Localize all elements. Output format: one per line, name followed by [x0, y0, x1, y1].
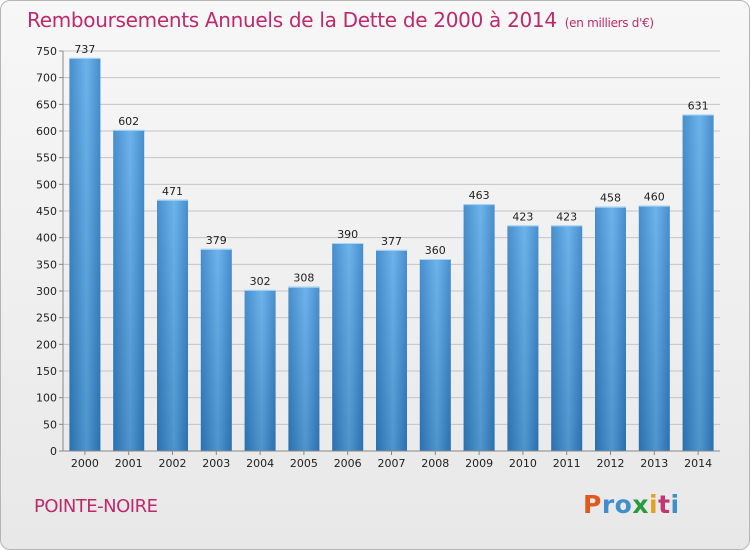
data-label: 379	[206, 234, 227, 247]
data-label: 390	[337, 228, 358, 241]
data-label: 737	[74, 43, 95, 56]
data-label: 423	[556, 210, 577, 223]
x-tick-label: 2002	[159, 457, 187, 470]
y-tick-label: 100	[36, 392, 57, 405]
x-tick-label: 2007	[378, 457, 406, 470]
chart-title: Remboursements Annuels de la Dette de 20…	[27, 8, 654, 32]
x-tick-label: 2012	[597, 457, 625, 470]
bar-shade	[551, 225, 583, 451]
proxiti-logo[interactable]: Proxiti	[583, 490, 680, 519]
y-tick-label: 450	[36, 205, 57, 218]
bar-shade	[332, 243, 364, 451]
x-tick-label: 2005	[290, 457, 318, 470]
bar-shade	[376, 249, 407, 451]
y-tick-label: 500	[36, 178, 57, 191]
x-tick-label: 2006	[334, 457, 362, 470]
x-axis: 2000 2001 2002 2003 2004 2005 2006 2007 2008 2009…	[63, 450, 720, 470]
y-tick-label: 50	[43, 418, 57, 431]
y-tick-label: 300	[36, 285, 57, 298]
bar-shade	[113, 129, 145, 451]
y-tick-label: 650	[36, 98, 57, 111]
place-name: POINTE-NOIRE	[34, 496, 158, 517]
data-label: 463	[469, 189, 490, 202]
data-label: 423	[512, 210, 533, 223]
y-tick-label: 700	[36, 72, 57, 85]
y-tick-label: 250	[36, 312, 57, 325]
data-label: 308	[293, 272, 314, 285]
x-tick-label: 2011	[553, 457, 581, 470]
y-tick-label: 350	[36, 258, 57, 271]
x-tick-label: 2004	[246, 457, 274, 470]
bar-shade	[69, 57, 101, 451]
data-label: 377	[381, 235, 402, 248]
data-label: 360	[425, 244, 446, 257]
y-axis: 0 50 100 150 200 250 300 350 400 450 500 550 600 650 7…	[36, 45, 64, 458]
data-label: 460	[644, 191, 665, 204]
bar-shade	[419, 259, 451, 451]
bar-shade	[157, 199, 188, 451]
data-label: 302	[250, 275, 271, 288]
x-tick-label: 2001	[115, 457, 143, 470]
x-tick-label: 2003	[202, 457, 230, 470]
bars: 737 602 471 379 302 308 390 377 360 463 423 423 458 4…	[69, 43, 714, 451]
chart-title-text: Remboursements Annuels de la Dette de 20…	[27, 8, 557, 32]
x-tick-label: 2009	[465, 457, 493, 470]
x-tick-label: 2014	[684, 457, 712, 470]
data-label: 602	[118, 115, 139, 128]
y-tick-label: 550	[36, 152, 57, 165]
data-label: 471	[162, 185, 183, 198]
bar-shade	[507, 225, 539, 451]
data-label: 631	[688, 99, 709, 112]
y-tick-label: 600	[36, 125, 57, 138]
x-tick-label: 2000	[71, 457, 99, 470]
bar-shade	[638, 205, 670, 451]
data-label: 458	[600, 192, 621, 205]
bar-shade	[288, 286, 320, 451]
bar-shade	[244, 289, 276, 451]
x-tick-label: 2013	[640, 457, 668, 470]
y-tick-label: 750	[36, 45, 57, 58]
x-tick-label: 2008	[421, 457, 449, 470]
x-tick-label: 2010	[509, 457, 537, 470]
y-tick-label: 0	[50, 445, 57, 458]
y-tick-label: 150	[36, 365, 57, 378]
bar-shade	[463, 204, 495, 451]
chart-unit-label: (en milliers d'€)	[564, 16, 654, 30]
bar-shade	[682, 114, 714, 451]
y-tick-label: 200	[36, 338, 57, 351]
bar-shade	[200, 248, 232, 451]
bar-shade	[595, 206, 626, 451]
y-tick-label: 400	[36, 232, 57, 245]
